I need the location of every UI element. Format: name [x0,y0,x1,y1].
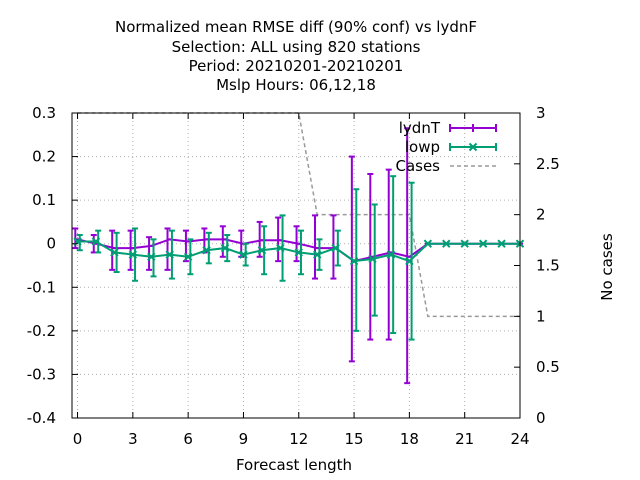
lowp-point-22 [478,239,488,248]
y-tick-label-4: 0 [46,235,56,253]
y2-tick-label-5: 2.5 [536,155,560,173]
lowp-point-5 [165,250,174,259]
lowp-point-21 [460,239,469,248]
lowp-point-10 [257,246,267,255]
plot-frame [71,112,521,419]
y-tick-label-5: 0.1 [32,191,56,209]
legend-swatch-1 [449,142,497,152]
x-tick-label-5: 15 [345,430,364,448]
lowp-point-15 [349,256,359,266]
y2-tick-label-4: 2 [536,206,546,224]
y-tick-label-1: -0.3 [27,365,56,383]
y-tick-label-2: -0.2 [27,322,56,340]
legend-label-0: lydnT [399,119,441,137]
lowp-point-17 [386,250,396,259]
x-tick-label-8: 24 [510,430,529,448]
grid [72,113,520,418]
lowp-point-4 [147,252,156,261]
lowp-point-2 [110,248,119,257]
lowp-point-8 [220,243,230,253]
y2-axis-label: No cases [598,233,616,301]
lowp-point-6 [183,252,193,261]
chart-title: Normalized mean RMSE diff (90% conf) vs … [115,18,477,94]
lowp-point-1 [91,237,101,246]
lowp-point-3 [128,250,138,259]
lowp-point-18 [405,256,414,266]
lowp-point-11 [276,243,285,253]
y-tick-label-6: 0.2 [32,148,56,166]
lowp-point-13 [312,250,322,259]
lowp-point-7 [202,246,211,255]
x-tick-label-3: 9 [239,430,249,448]
legend-swatch-0 [449,124,497,132]
legend-label-2: Cases [395,157,440,175]
data-series [72,127,525,385]
lowp-point-12 [294,248,303,257]
lowp-point-9 [239,250,248,259]
y2-tick-label-6: 3 [536,104,546,122]
y2-tick-label-1: 0.5 [536,358,560,376]
y2-tick-label-0: 0 [536,409,546,427]
x-tick-label-0: 0 [73,430,83,448]
y-tick-label-3: -0.1 [27,278,56,296]
title-line-1: Normalized mean RMSE diff (90% conf) vs … [115,18,477,36]
title-line-4: Mslp Hours: 06,12,18 [216,76,376,94]
legend-swatch-marker-1 [468,142,478,152]
x-tick-label-1: 3 [128,430,138,448]
title-line-2: Selection: ALL using 820 stations [172,38,421,56]
lowp-point-19 [423,239,433,248]
series-lowp [73,175,525,341]
y-tick-label-7: 0.3 [32,104,56,122]
lowp-point-20 [442,239,451,248]
legend-label-1: lowp [405,138,440,156]
lowp-point-14 [331,243,340,253]
x-tick-label-2: 6 [183,430,193,448]
y2-tick-label-2: 1 [536,307,546,325]
x-tick-label-4: 12 [289,430,308,448]
x-tick-label-7: 21 [455,430,474,448]
lowp-point-16 [368,254,377,264]
y-tick-label-0: -0.4 [27,409,56,427]
title-line-3: Period: 20210201-20210201 [189,57,404,75]
lowp-point-23 [497,239,506,248]
x-tick-label-6: 18 [400,430,419,448]
x-axis-label: Forecast length [236,456,352,474]
axis-ticks: 0 3 6 9 12 15 18 21 24-0.4-0.3-0.2-0.100.10.20.3… [27,104,560,448]
y2-tick-label-3: 1.5 [536,257,560,275]
